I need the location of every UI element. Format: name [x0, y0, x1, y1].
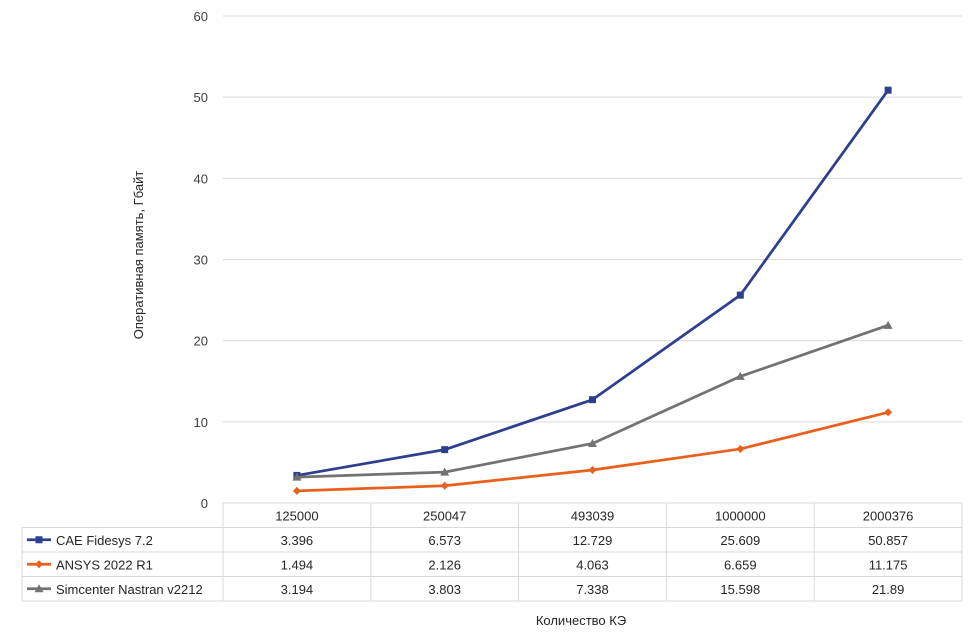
data-label: 7.338 [576, 582, 609, 597]
data-label: 15.598 [720, 582, 760, 597]
data-point [588, 466, 597, 475]
y-tick-label: 0 [201, 496, 208, 511]
y-tick-label: 30 [194, 253, 208, 268]
legend-entry: CAE Fidesys 7.2 [56, 533, 153, 548]
y-tick-label: 60 [194, 9, 208, 24]
data-label: 6.573 [428, 533, 461, 548]
data-point [884, 86, 892, 94]
series-3 [292, 320, 893, 481]
data-label: 11.175 [869, 557, 908, 572]
legend-key-marker [35, 536, 43, 544]
series-line [295, 88, 890, 477]
data-label: 2.126 [428, 557, 461, 572]
x-category-label: 2000376 [863, 508, 914, 523]
legend-key-marker [35, 560, 43, 569]
y-axis-ticks: 0 10 20 30 40 50 60 [194, 9, 208, 511]
data-label: 1.494 [281, 557, 314, 572]
x-category-label: 250047 [423, 508, 466, 523]
data-point [292, 486, 301, 495]
data-label: 12.729 [573, 533, 613, 548]
data-point [588, 438, 597, 447]
series-line [295, 410, 890, 493]
legend-key-marker [34, 584, 44, 593]
data-point [736, 444, 745, 453]
data-label: 4.063 [576, 557, 609, 572]
x-category-label: 1000000 [715, 508, 766, 523]
data-label: 6.659 [724, 557, 757, 572]
data-point [883, 320, 893, 329]
series-2 [292, 408, 893, 495]
y-tick-label: 20 [194, 334, 208, 349]
data-point [441, 446, 449, 454]
x-axis-title: Количество КЭ [536, 613, 626, 628]
data-label: 21.89 [872, 582, 905, 597]
y-tick-label: 40 [194, 171, 208, 186]
data-point [440, 467, 450, 476]
series-layer [292, 86, 893, 495]
y-axis-title: Оперативная память, Гбайт [131, 171, 146, 340]
gridlines [223, 15, 962, 504]
data-point [440, 481, 449, 490]
data-table: 125000 250047 493039 1000000 2000376 CAE Fide… [21, 502, 963, 602]
legend-entry: ANSYS 2022 R1 [56, 557, 153, 572]
data-point [292, 472, 302, 481]
data-label: 25.609 [720, 533, 760, 548]
data-point [589, 396, 596, 404]
data-point [884, 408, 893, 417]
y-tick-label: 50 [194, 90, 208, 105]
data-label: 3.396 [281, 533, 314, 548]
series-1 [293, 86, 892, 479]
x-category-label: 125000 [275, 508, 318, 523]
data-point [736, 291, 744, 299]
data-label: 50.857 [868, 533, 908, 548]
y-tick-label: 10 [194, 415, 208, 430]
data-label: 3.803 [428, 582, 461, 597]
data-label: 3.194 [281, 582, 314, 597]
x-category-label: 493039 [571, 508, 614, 523]
data-point [735, 371, 745, 380]
legend-entry: Simcenter Nastran v2212 [56, 582, 203, 597]
